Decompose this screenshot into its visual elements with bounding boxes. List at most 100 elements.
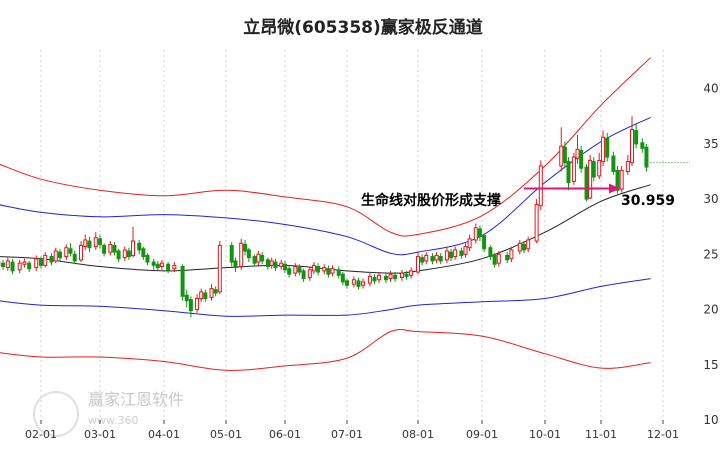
candle-body — [311, 264, 316, 272]
candle-body — [597, 159, 602, 177]
candle-body — [588, 159, 593, 199]
x-tick-label: 07-01 — [331, 428, 363, 441]
candle-body — [488, 247, 493, 258]
chart-title: 立昂微(605358)赢家极反通道 — [243, 17, 483, 38]
candle-body — [195, 298, 200, 311]
candle-body — [534, 204, 539, 242]
candle-body — [269, 260, 274, 266]
candle-body — [383, 275, 388, 281]
candle-body — [98, 238, 102, 245]
candle-body — [591, 161, 596, 178]
candle-body — [438, 256, 443, 262]
candle-body — [260, 254, 265, 262]
candle-body — [180, 265, 185, 297]
candle-body — [102, 244, 107, 254]
candle-body — [601, 136, 606, 163]
candle-body — [68, 248, 73, 254]
candle-body — [209, 288, 214, 298]
candle-body — [256, 253, 261, 263]
candle-body — [322, 267, 327, 272]
candle-body — [463, 246, 468, 255]
watermark-text: 赢家江恩软件 — [88, 390, 184, 409]
candle-body — [151, 261, 156, 266]
candle-body — [64, 247, 69, 258]
x-tick-label: 10-01 — [529, 428, 561, 441]
candle-body — [630, 129, 634, 164]
candle-body — [367, 275, 372, 284]
candle-body — [122, 249, 127, 259]
x-tick-label: 11-01 — [585, 428, 617, 441]
candle-body — [252, 256, 257, 264]
candle-body — [265, 259, 270, 267]
candle-body — [87, 240, 92, 249]
candle-body — [283, 263, 287, 271]
candle-body — [522, 243, 526, 251]
candlesticks — [0, 116, 649, 318]
candle-body — [326, 268, 331, 275]
annotation-value: 30.959 — [621, 193, 675, 209]
candle-body — [473, 227, 478, 241]
candle-body — [453, 249, 458, 258]
candle-body — [141, 248, 146, 258]
candle-body — [233, 260, 238, 269]
candle-body — [49, 256, 54, 263]
candle-body — [239, 242, 244, 267]
candle-body — [199, 291, 204, 300]
candle-body — [203, 292, 208, 300]
candle-body — [293, 265, 298, 274]
candle-body — [449, 251, 454, 259]
candle-body — [243, 243, 248, 252]
candle-body — [297, 267, 302, 273]
candle-body — [477, 228, 482, 238]
candle-body — [571, 156, 576, 182]
candle-body — [93, 237, 98, 248]
candle-body — [39, 259, 43, 266]
candle-body — [584, 166, 589, 200]
candle-body — [53, 250, 58, 262]
candle-body — [166, 263, 171, 271]
candle-body — [108, 243, 113, 253]
candle-body — [625, 161, 630, 172]
watermark-logo-icon — [33, 391, 79, 437]
candle-body — [538, 165, 543, 207]
candle-body — [217, 244, 222, 293]
channel-bands — [0, 57, 651, 371]
candle-body — [615, 169, 620, 191]
candle-body — [416, 256, 420, 273]
candle-body — [575, 148, 580, 159]
annotation-text: 生命线对股价形成支撑 — [361, 192, 501, 209]
support-annotation: 生命线对股价形成支撑 30.959 — [361, 192, 675, 209]
candle-body — [116, 250, 121, 260]
candle-body — [505, 254, 510, 261]
candle-body — [517, 242, 522, 252]
candle-body — [482, 235, 487, 250]
candle-body — [126, 250, 131, 258]
candle-body — [351, 279, 356, 285]
grid — [40, 50, 664, 420]
candle-body — [246, 249, 251, 259]
candle-body — [229, 244, 234, 263]
candle-body — [279, 262, 284, 267]
y-tick-label: 30 — [703, 192, 718, 206]
candle-body — [22, 261, 27, 265]
annotations — [524, 162, 690, 194]
y-tick-label: 40 — [703, 82, 718, 96]
support-arrow-head — [609, 183, 620, 194]
candle-body — [112, 244, 117, 253]
candle-body — [377, 274, 382, 281]
candle-body — [27, 262, 32, 270]
candle-body — [459, 250, 464, 256]
x-tick-label: 03-01 — [84, 428, 116, 441]
candle-body — [611, 155, 616, 172]
candle-body — [1, 262, 6, 267]
candle-body — [10, 261, 15, 272]
candle-body — [213, 289, 218, 294]
candle-body — [579, 150, 584, 169]
axes: 02-01 03-01 04-01 05-01 06-01 07-01 08-01 09-01… — [25, 82, 719, 441]
candle-body — [188, 299, 193, 312]
candle-body — [155, 263, 160, 269]
band-inner-upper — [0, 116, 651, 256]
x-tick-label: 04-01 — [148, 428, 180, 441]
band-outer-lower — [0, 328, 651, 371]
